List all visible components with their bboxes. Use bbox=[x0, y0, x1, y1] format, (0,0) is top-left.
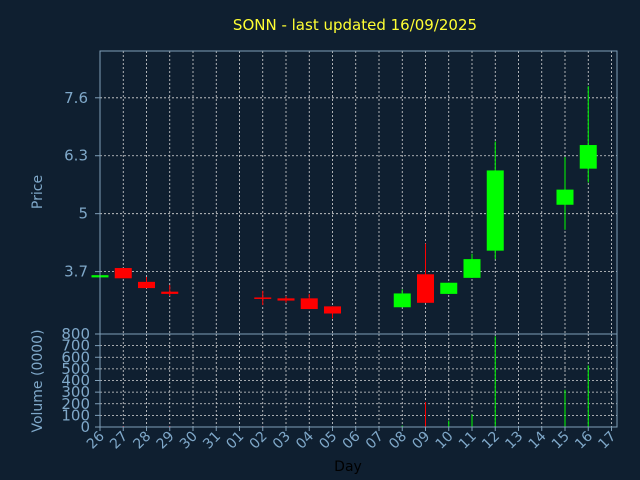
x-tick-label-06: 06 bbox=[340, 428, 364, 452]
volume-tick-label-5: 500 bbox=[61, 360, 90, 378]
candle-body-11 bbox=[463, 259, 481, 278]
price-axis-label: Price bbox=[30, 175, 46, 209]
x-tick-label-02: 02 bbox=[247, 429, 271, 453]
candle-08 bbox=[393, 289, 411, 308]
candle-body-03 bbox=[277, 298, 295, 301]
x-tick-label-01: 01 bbox=[223, 429, 247, 453]
x-tick-label-12: 12 bbox=[479, 429, 503, 453]
price-tick-label-0: 3.7 bbox=[64, 263, 88, 281]
candle-body-02 bbox=[254, 297, 272, 299]
x-tick-label-28: 28 bbox=[130, 429, 154, 453]
candle-04 bbox=[300, 293, 318, 310]
x-tick-label-10: 10 bbox=[433, 429, 457, 453]
price-tick-label-1: 5 bbox=[78, 205, 88, 223]
candle-02 bbox=[254, 290, 272, 306]
x-tick-label-29: 29 bbox=[154, 429, 178, 453]
candle-11 bbox=[463, 253, 481, 278]
candle-27 bbox=[114, 268, 132, 279]
x-tick-label-03: 03 bbox=[270, 429, 294, 453]
x-tick-label-11: 11 bbox=[456, 429, 480, 453]
volume-tick-label-0: 0 bbox=[80, 418, 90, 436]
candle-body-08 bbox=[393, 293, 411, 308]
x-tick-label-09: 09 bbox=[409, 429, 433, 453]
candle-03 bbox=[277, 296, 295, 303]
candle-05 bbox=[324, 306, 341, 319]
volume-tick-label-7: 700 bbox=[61, 337, 90, 355]
candle-body-05 bbox=[324, 306, 341, 314]
volume-tick-label-1: 100 bbox=[61, 406, 90, 424]
candle-28 bbox=[138, 276, 155, 289]
volume-tick-label-4: 400 bbox=[61, 372, 90, 390]
x-axis-label: Day bbox=[334, 459, 362, 475]
candle-body-28 bbox=[138, 281, 155, 289]
candle-12 bbox=[486, 141, 504, 260]
x-tick-label-04: 04 bbox=[293, 428, 317, 452]
candle-body-15 bbox=[556, 189, 574, 205]
candle-body-09 bbox=[417, 274, 434, 303]
x-tick-label-07: 07 bbox=[363, 429, 387, 453]
x-tick-label-08: 08 bbox=[386, 429, 410, 453]
candle-body-29 bbox=[161, 291, 179, 294]
x-tick-label-14: 14 bbox=[526, 428, 550, 452]
candle-15 bbox=[556, 157, 574, 230]
candle-body-10 bbox=[440, 282, 458, 294]
x-tick-label-27: 27 bbox=[107, 429, 131, 453]
x-tick-label-13: 13 bbox=[502, 429, 526, 453]
price-tick-label-2: 6.3 bbox=[64, 147, 88, 165]
volume-axis-label: Volume (0000) bbox=[30, 329, 46, 432]
x-tick-label-17: 17 bbox=[595, 429, 619, 453]
candle-09 bbox=[417, 243, 434, 303]
candle-16 bbox=[579, 86, 597, 183]
volume-tick-label-2: 200 bbox=[61, 395, 90, 413]
volume-tick-label-6: 600 bbox=[61, 348, 90, 366]
price-frame bbox=[99, 50, 618, 335]
volume-frame bbox=[99, 333, 618, 428]
x-tick-label-05: 05 bbox=[316, 429, 340, 453]
candle-body-04 bbox=[300, 298, 318, 310]
candle-body-16 bbox=[579, 145, 597, 169]
x-tick-label-31: 31 bbox=[200, 429, 224, 453]
candle-body-12 bbox=[486, 170, 504, 251]
candle-10 bbox=[440, 282, 458, 294]
candle-body-27 bbox=[114, 268, 132, 279]
volume-tick-label-3: 300 bbox=[61, 383, 90, 401]
candle-29 bbox=[161, 284, 179, 297]
price-tick-label-3: 7.6 bbox=[64, 89, 88, 107]
x-tick-label-16: 16 bbox=[572, 428, 596, 452]
x-tick-label-15: 15 bbox=[549, 429, 573, 453]
price-panel: 3.7 5 6.3 7.6 bbox=[64, 50, 618, 335]
volume-tick-label-8: 800 bbox=[61, 325, 90, 343]
x-tick-label-30: 30 bbox=[177, 429, 201, 453]
chart-title: SONN - last updated 16/09/2025 bbox=[233, 16, 477, 34]
